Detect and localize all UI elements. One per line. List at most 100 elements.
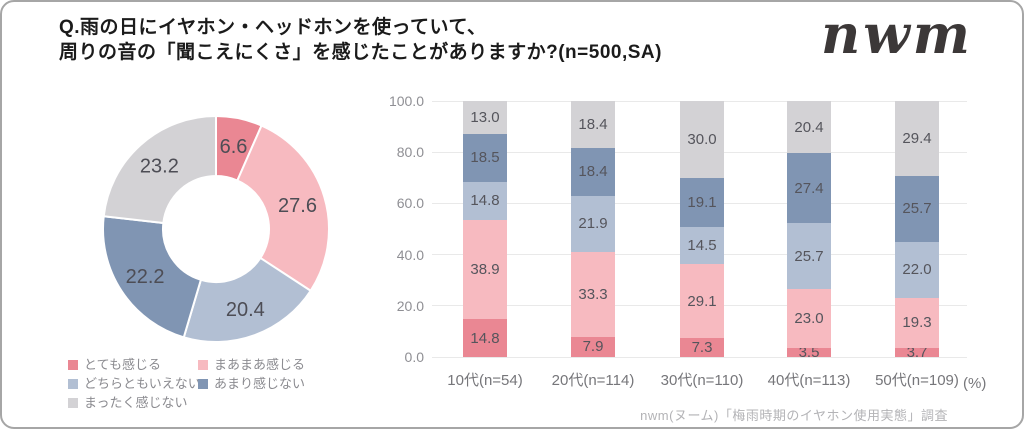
- legend-label: あまり感じない: [214, 376, 306, 391]
- x-axis-category-label: 10代(n=54): [447, 372, 523, 389]
- bar-segment: 30.0: [680, 101, 724, 178]
- survey-question-title: Q.雨の日にイヤホン・ヘッドホンを使っていて、 周りの音の「聞こえにくさ」を感じ…: [59, 15, 662, 65]
- bar-value-label: 29.4: [902, 129, 932, 147]
- x-axis-category-label: 50代(n=109): [875, 372, 959, 389]
- y-axis-tick-label: 60.0: [396, 195, 424, 212]
- percent-unit-label: (%): [963, 375, 987, 392]
- bar-value-label: 19.3: [902, 314, 932, 332]
- donut-value-label: 22.2: [126, 266, 165, 288]
- donut-segment-1: [236, 124, 330, 293]
- stacked-bar-chart: 0.0 20.0 40.0 60.0 80.0 100.0 14.8 38.9 14.8 18.5…: [389, 93, 986, 401]
- legend-item-0: とても感じる: [68, 356, 198, 373]
- bar-value-label: 3.7: [906, 343, 928, 361]
- bar-segment: 38.9: [463, 219, 507, 320]
- gridline: [432, 100, 967, 102]
- donut-value-label: 20.4: [226, 299, 265, 321]
- bar-segment: 18.5: [463, 134, 507, 182]
- x-axis-category-label: 40代(n=113): [767, 372, 851, 389]
- donut-value-label: 23.2: [140, 156, 179, 178]
- bar-segment: 22.0: [895, 241, 939, 299]
- bar-segment: 14.8: [463, 319, 507, 357]
- bar-value-label: 30.0: [687, 130, 717, 148]
- legend-swatch-icon: [198, 359, 208, 370]
- legend-label: まったく感じない: [84, 395, 188, 410]
- bar-value-label: 29.1: [687, 292, 717, 310]
- bar-value-label: 20.4: [794, 118, 824, 136]
- bar-segment: 29.1: [680, 263, 724, 339]
- title-line-1: Q.雨の日にイヤホン・ヘッドホンを使っていて、: [59, 17, 487, 38]
- bar-segment: 18.4: [571, 101, 615, 149]
- bar-value-label: 22.0: [902, 261, 932, 279]
- y-axis-tick-label: 100.0: [388, 93, 424, 109]
- legend-swatch-icon: [68, 378, 78, 389]
- donut-chart: 6.6 27.6 20.4 22.2 23.2: [102, 114, 330, 343]
- legend-label: とても感じる: [84, 357, 161, 372]
- legend-label: どちらともいえない: [84, 376, 201, 391]
- chart-legend: とても感じる まあまあ感じる どちらともいえない あまり感じないまったく感じない: [68, 356, 305, 411]
- bar-value-label: 33.3: [578, 285, 608, 303]
- bar-segment: 14.8: [463, 181, 507, 220]
- y-axis-tick-label: 80.0: [396, 144, 424, 161]
- donut-segment-4: [102, 114, 217, 225]
- legend-swatch-icon: [68, 359, 78, 370]
- nwm-logo: nwm: [821, 2, 973, 66]
- bar-segment: 21.9: [571, 195, 615, 252]
- legend-item-4: まったく感じない: [68, 394, 198, 411]
- legend-item-2: どちらともいえない: [68, 375, 201, 392]
- bar-value-label: 14.8: [470, 192, 500, 210]
- bar-column-1: 7.9 33.3 21.9 18.4 18.4: [571, 101, 615, 357]
- bar-segment: 19.3: [895, 298, 939, 348]
- bar-column-2: 7.3 29.1 14.5 19.1 30.0: [680, 101, 724, 357]
- x-axis-category-label: 30代(n=110): [660, 372, 744, 389]
- bar-segment: 29.4: [895, 100, 939, 176]
- donut-segment-2: [182, 256, 313, 343]
- donut-value-label: 27.6: [278, 195, 317, 217]
- bar-segment: 19.1: [680, 177, 724, 227]
- bar-value-label: 18.5: [470, 149, 500, 167]
- bar-value-label: 27.4: [794, 179, 824, 197]
- bar-value-label: 25.7: [794, 247, 824, 265]
- bar-segment: 18.4: [571, 148, 615, 196]
- y-axis-tick-label: 20.0: [396, 297, 424, 314]
- donut-value-label: 6.6: [220, 136, 248, 158]
- bar-segment: 7.3: [680, 338, 724, 357]
- bar-value-label: 25.7: [902, 200, 932, 218]
- bar-value-label: 38.9: [470, 260, 500, 278]
- bar-plot-area: 0.0 20.0 40.0 60.0 80.0 100.0 14.8 38.9 14.8 18.5…: [389, 93, 967, 365]
- bar-value-label: 14.5: [687, 236, 717, 254]
- bar-value-label: 21.9: [578, 214, 608, 232]
- bar-value-label: 3.5: [798, 344, 820, 361]
- donut-segment-3: [102, 215, 203, 339]
- bar-segment: 25.7: [895, 176, 939, 242]
- bar-value-label: 13.0: [470, 109, 500, 127]
- title-line-2: 周りの音の「聞こえにくさ」を感じたことがありますか?(n=500,SA): [59, 42, 662, 63]
- bar-segment: 25.7: [787, 223, 831, 290]
- bar-segment: 33.3: [571, 251, 615, 337]
- gridline: [432, 356, 967, 358]
- legend-swatch-icon: [68, 397, 78, 408]
- bar-segment: 14.5: [680, 226, 724, 264]
- y-axis-tick-label: 40.0: [396, 246, 424, 263]
- legend-item-3: あまり感じない: [198, 375, 305, 392]
- legend-label: まあまあ感じる: [214, 357, 306, 372]
- bar-segment: 7.9: [571, 336, 615, 357]
- y-axis-tick-label: 0.0: [404, 349, 424, 365]
- bar-segment: 23.0: [787, 289, 831, 348]
- source-note: nwm(ヌーム)「梅雨時期のイヤホン使用実態」調査: [640, 408, 948, 423]
- bar-value-label: 7.3: [691, 339, 713, 357]
- x-axis-category-label: 20代(n=114): [551, 372, 635, 389]
- bar-segment: 20.4: [787, 101, 831, 154]
- bar-segment: 13.0: [463, 101, 507, 135]
- bar-column-0: 14.8 38.9 14.8 18.5 13.0: [463, 101, 507, 357]
- bar-value-label: 18.4: [578, 116, 608, 134]
- bar-column-4: 3.7 19.3 22.0 25.7 29.4: [895, 100, 939, 361]
- legend-swatch-icon: [198, 378, 208, 389]
- bar-value-label: 19.1: [687, 193, 717, 211]
- bar-column-3: 3.5 23.0 25.7 27.4 20.4: [787, 101, 831, 361]
- legend-item-1: まあまあ感じる: [198, 356, 305, 373]
- bar-value-label: 14.8: [470, 329, 500, 347]
- bar-value-label: 7.9: [582, 338, 604, 356]
- bar-segment: 3.5: [787, 344, 831, 361]
- bar-value-label: 18.4: [578, 163, 608, 181]
